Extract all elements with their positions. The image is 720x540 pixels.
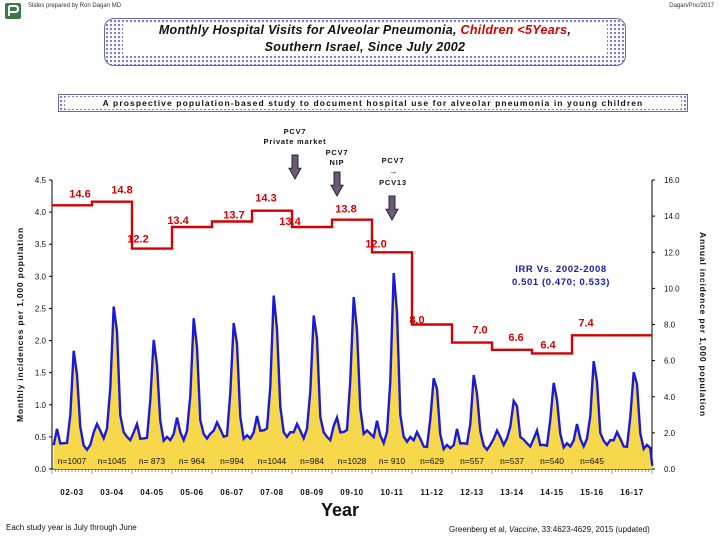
n-count-label: n=557 (460, 456, 484, 466)
n-count-label: n= 910 (379, 456, 406, 466)
y-left-tick-label: 0.0 (35, 465, 47, 474)
x-year-label: 04-05 (140, 488, 163, 497)
x-year-label: 11-12 (420, 488, 443, 497)
annual-value-label: 12.0 (365, 238, 386, 250)
n-count-label: n=1044 (258, 456, 287, 466)
y-left-tick-label: 1.0 (35, 401, 47, 410)
n-count-label: n=537 (500, 456, 524, 466)
annual-value-label: 14.3 (255, 193, 276, 205)
annual-value-label: 14.6 (69, 188, 90, 200)
annotation-pcv7-nip-line2: NIP (330, 158, 345, 167)
irr-line1: IRR Vs. 2002-2008 (515, 264, 607, 275)
n-count-label: n=1007 (58, 456, 87, 466)
title-part1: Monthly Hospital Visits for Alveolar Pne… (158, 23, 461, 37)
x-year-label: 05-06 (180, 488, 203, 497)
credit-right: Dagan/Pnc/2017 (669, 3, 714, 9)
citation-journal: Vaccine (509, 525, 538, 534)
x-year-label: 03-04 (100, 488, 123, 497)
monthly-line (52, 272, 654, 466)
title-part2: Children <5Years (460, 23, 568, 37)
annual-value-label: 6.6 (508, 332, 523, 344)
annual-value-label: 8.0 (409, 315, 424, 327)
title-part3: , (567, 23, 572, 37)
x-year-label: 08-09 (300, 488, 323, 497)
n-count-label: n=645 (580, 456, 604, 466)
annotation-switch-line1: PCV7 (382, 156, 405, 165)
y-right-tick-label: 12.0 (664, 248, 680, 257)
arrow-pcv7-private-icon (288, 154, 302, 181)
x-year-label: 16-17 (620, 488, 643, 497)
y-right-tick-label: 6.0 (664, 357, 676, 366)
annotation-pcv7-private-line2: Private market (264, 137, 327, 146)
annual-value-label: 14.8 (111, 185, 132, 197)
annual-value-label: 7.0 (472, 325, 487, 337)
x-year-label: 09-10 (340, 488, 363, 497)
y-right-tick-label: 0.0 (664, 465, 676, 474)
y-left-tick-label: 2.5 (35, 304, 47, 313)
annual-value-label: 7.4 (578, 317, 594, 329)
y-right-tick-label: 4.0 (664, 393, 676, 402)
subtitle-box: A prospective population-based study to … (58, 94, 688, 112)
annual-value-label: 13.4 (167, 215, 189, 227)
y-left-tick-label: 4.5 (35, 176, 47, 185)
annual-value-label: 13.8 (335, 204, 356, 216)
y-right-tick-label: 8.0 (664, 321, 676, 330)
y-left-tick-label: 2.0 (35, 337, 47, 346)
annotation-switch-arrow: → (389, 166, 398, 176)
annual-value-label: 13.7 (223, 210, 244, 222)
x-year-label: 02-03 (60, 488, 83, 497)
citation-suffix: , 33:4623-4629, 2015 (updated) (537, 525, 650, 534)
y-right-tick-label: 16.0 (664, 176, 680, 185)
x-year-label: 14-15 (540, 488, 563, 497)
footnote-right: Greenberg et al, Vaccine, 33:4623-4629, … (449, 525, 650, 534)
y-left-tick-label: 0.5 (35, 433, 47, 442)
title-box: Monthly Hospital Visits for Alveolar Pne… (104, 18, 626, 66)
n-count-label: n=540 (540, 456, 564, 466)
y-right-tick-label: 10.0 (664, 284, 680, 293)
y-axis-left-title: Monthly incidences per 1,000 population (15, 227, 25, 422)
x-year-label: 15-16 (580, 488, 603, 497)
title-line2: Southern Israel, Since July 2002 (264, 40, 466, 54)
credit-left: Slides prepared by Ron Dagan MD (28, 3, 122, 9)
footnote-left: Each study year is July through June (6, 523, 137, 532)
n-count-label: n=984 (300, 456, 324, 466)
logo-icon (4, 2, 22, 20)
y-axis-right-title: Annual incidence per 1,000 population (698, 232, 708, 417)
x-year-label: 06-07 (220, 488, 243, 497)
x-year-label: 07-08 (260, 488, 283, 497)
annual-step-line (52, 200, 652, 355)
annotation-pcv7-nip-line1: PCV7 (326, 148, 349, 157)
monthly-area (53, 273, 653, 469)
n-count-label: n= 964 (179, 456, 206, 466)
chart-title: Monthly Hospital Visits for Alveolar Pne… (123, 22, 607, 56)
n-count-label: n=1045 (98, 456, 127, 466)
citation-prefix: Greenberg et al, (449, 525, 510, 534)
x-year-label: 10-11 (380, 488, 403, 497)
annual-value-label: 12.2 (127, 234, 148, 246)
n-count-label: n= 873 (139, 456, 166, 466)
x-axis-title: Year (321, 500, 359, 520)
y-right-tick-label: 2.0 (664, 429, 676, 438)
y-left-tick-label: 3.5 (35, 240, 47, 249)
subtitle: A prospective population-based study to … (65, 97, 681, 109)
annotation-switch-line3: PCV13 (379, 178, 407, 187)
arrow-pcv13-icon (385, 195, 399, 222)
n-count-label: n=994 (220, 456, 244, 466)
y-left-tick-label: 3.0 (35, 272, 47, 281)
y-left-tick-label: 1.5 (35, 369, 47, 378)
annual-value-label: 6.4 (540, 339, 556, 351)
y-left-tick-label: 4.0 (35, 208, 47, 217)
arrow-pcv7-nip-icon (330, 171, 344, 198)
x-year-label: 13-14 (500, 488, 523, 497)
n-count-label: n=1028 (338, 456, 367, 466)
irr-line2: 0.501 (0.470; 0.533) (512, 277, 610, 288)
x-year-label: 12-13 (460, 488, 483, 497)
n-count-label: n=629 (420, 456, 444, 466)
y-right-tick-label: 14.0 (664, 212, 680, 221)
annual-value-label: 13.4 (279, 216, 301, 228)
annotation-pcv7-private-line1: PCV7 (284, 127, 307, 136)
